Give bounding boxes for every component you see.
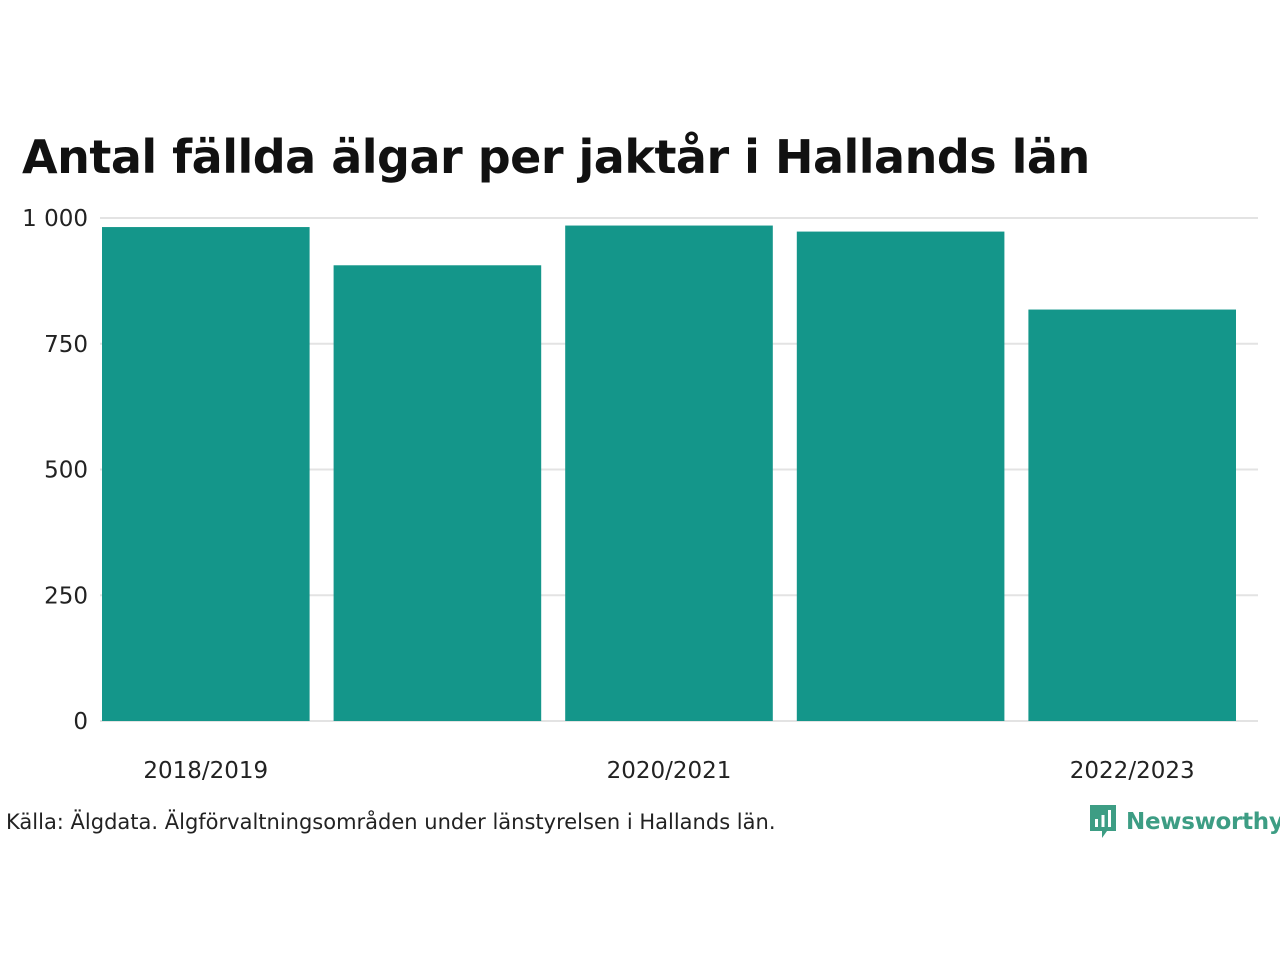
x-tick-label: 2022/2023 — [1070, 758, 1195, 784]
bar-chart: 0 250 500 750 1 000 2018/2019 2020/2021 2022/2… — [22, 206, 1258, 784]
chart-title: Antal fällda älgar per jaktår i Hallands… — [22, 130, 1090, 184]
bar-2018-2019 — [102, 227, 310, 721]
x-tick-label: 2018/2019 — [143, 758, 268, 784]
y-tick-label: 250 — [44, 583, 88, 609]
bar-2022-2023 — [1028, 309, 1236, 721]
y-tick-label: 1 000 — [22, 206, 88, 232]
x-tick-label: 2020/2021 — [607, 758, 732, 784]
bar-2019-2020 — [333, 265, 542, 721]
x-axis-tick-labels: 2018/2019 2020/2021 2022/2023 — [143, 758, 1194, 784]
bar-2021-2022 — [796, 231, 1005, 721]
y-tick-label: 750 — [44, 332, 88, 358]
source-note: Källa: Älgdata. Älgförvaltningsområden u… — [6, 810, 776, 834]
y-tick-label: 500 — [44, 458, 88, 484]
brand-name: Newsworthy — [1126, 809, 1280, 835]
bar-2020-2021 — [565, 225, 773, 722]
y-tick-label: 0 — [73, 709, 88, 735]
brand[interactable]: Newsworthy — [1088, 803, 1280, 841]
newsworthy-logo-icon — [1090, 805, 1116, 838]
y-axis-tick-labels: 0 250 500 750 1 000 — [22, 206, 88, 735]
bars — [102, 225, 1236, 722]
